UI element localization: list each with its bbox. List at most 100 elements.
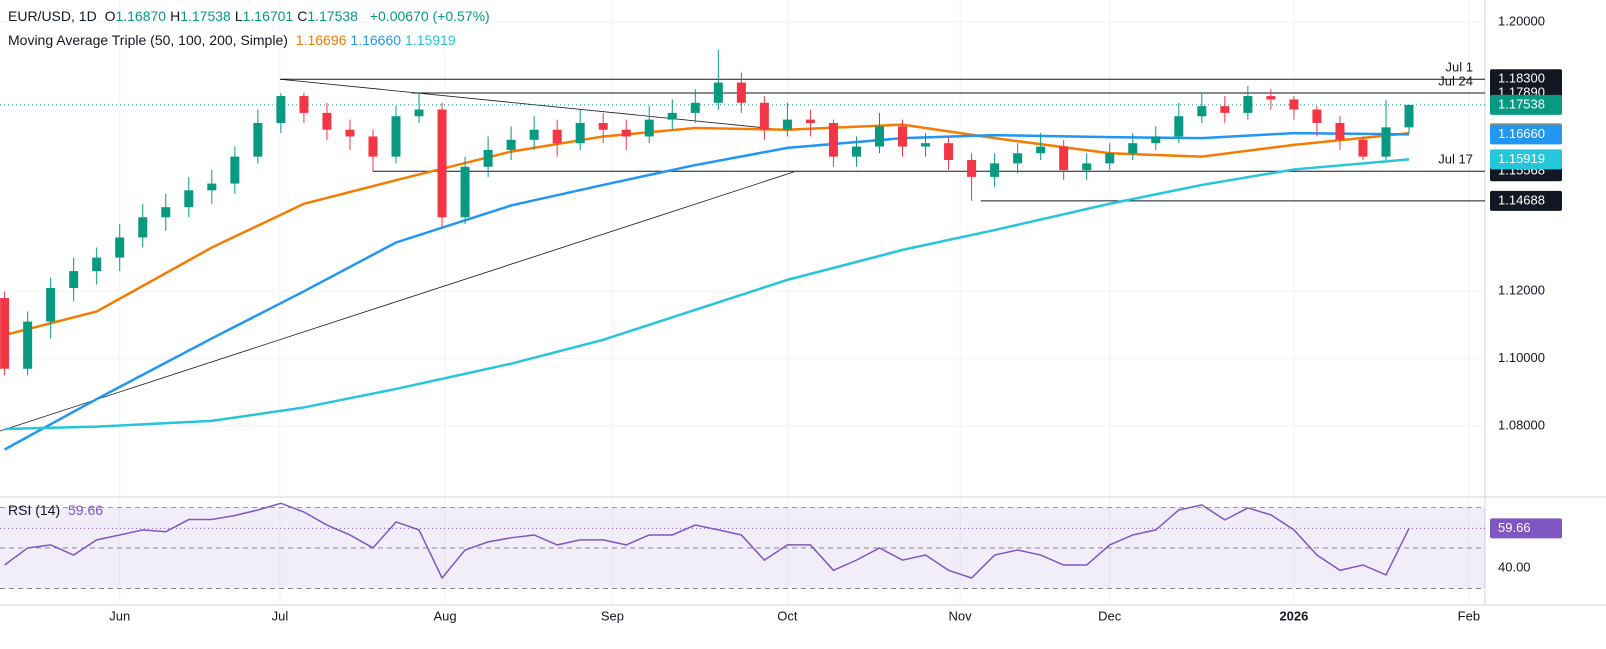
candle-body xyxy=(575,122,585,144)
x-tick-label: Dec xyxy=(1098,608,1122,623)
candle-body xyxy=(391,116,401,157)
rsi-legend: RSI (14) 59.66 xyxy=(8,502,107,518)
candle-body xyxy=(230,156,240,184)
candle-body xyxy=(345,129,355,137)
x-tick-label: Jul xyxy=(272,608,289,623)
level-label-box xyxy=(1490,190,1562,211)
ohlc-value: 1.16701 xyxy=(242,8,294,24)
ma-value: 1.16660 xyxy=(350,32,402,48)
candle-body xyxy=(253,122,263,157)
candle-body xyxy=(898,126,908,147)
candle-body xyxy=(1289,99,1299,110)
ma-label: 1.15919 xyxy=(1498,151,1545,166)
ohlc: O1.16870 H1.17538 L1.16701 C1.17538 xyxy=(105,8,362,24)
x-tick-label: Aug xyxy=(433,608,456,623)
rsi-title: RSI (14) xyxy=(8,502,61,518)
candle-body xyxy=(782,119,792,130)
candle-body xyxy=(1082,163,1092,171)
x-tick-label: Nov xyxy=(949,608,973,623)
candle-body xyxy=(1243,96,1253,113)
candle-body xyxy=(115,237,125,258)
x-tick-label: Feb xyxy=(1458,608,1480,623)
y-tick-label: 1.20000 xyxy=(1498,13,1545,28)
candle-body xyxy=(1128,143,1138,154)
candle-body xyxy=(161,207,171,218)
candle-body xyxy=(368,136,378,157)
candle-body xyxy=(967,160,977,177)
ma-value: 1.16696 xyxy=(295,32,347,48)
candle-body xyxy=(207,183,217,191)
candle-body xyxy=(667,112,677,120)
candle-body xyxy=(299,96,309,113)
y-tick-label: 1.10000 xyxy=(1498,350,1545,365)
candle-body xyxy=(1013,153,1023,164)
candle-body xyxy=(276,96,286,123)
candle-body xyxy=(1381,127,1391,157)
rsi-label: 59.66 xyxy=(1498,520,1531,535)
candle-body xyxy=(92,257,102,272)
candle-body xyxy=(1036,146,1046,154)
ma-title: Moving Average Triple (50, 100, 200, Sim… xyxy=(8,32,288,48)
moving-average xyxy=(4,131,1410,451)
ma-values: 1.16696 1.16660 1.15919 xyxy=(296,32,460,48)
y-tick-label: 1.08000 xyxy=(1498,417,1545,432)
ma-label-box xyxy=(1490,124,1562,145)
candle-body xyxy=(621,129,631,137)
candle-body xyxy=(46,287,56,322)
level-note: Jul 1 xyxy=(1446,60,1473,75)
candle-body xyxy=(0,298,10,369)
x-tick-label: Oct xyxy=(777,608,798,623)
candle-body xyxy=(874,126,884,147)
candle-body xyxy=(506,139,516,150)
ma-legend: Moving Average Triple (50, 100, 200, Sim… xyxy=(8,32,464,48)
candle-body xyxy=(552,129,562,144)
candle-body xyxy=(713,82,723,103)
candle-body xyxy=(644,119,654,137)
header-line: EUR/USD, 1D O1.16870 H1.17538 L1.16701 C1.1… xyxy=(8,8,494,24)
candle-body xyxy=(1059,146,1069,171)
candle-body xyxy=(322,112,332,130)
candle-body xyxy=(990,163,1000,177)
candle-body xyxy=(690,102,700,113)
ohlc-value: 1.17538 xyxy=(307,8,358,24)
candle-body xyxy=(1105,153,1115,164)
trendline xyxy=(0,171,795,432)
candle-body xyxy=(138,217,148,238)
y-tick-label: 1.12000 xyxy=(1498,283,1545,298)
level-note: Jul 17 xyxy=(1438,152,1473,167)
ohlc-value: 1.16870 xyxy=(115,8,167,24)
candle-body xyxy=(1312,109,1322,123)
level-label: 1.14688 xyxy=(1498,192,1545,207)
ohlc-key: O xyxy=(104,8,116,24)
candle-body xyxy=(944,143,954,161)
ma-value: 1.15919 xyxy=(405,32,456,48)
candle-body xyxy=(1197,106,1207,117)
candle-body xyxy=(805,119,815,123)
ohlc-key: L xyxy=(234,8,243,24)
x-tick-label: 2026 xyxy=(1279,608,1308,623)
rsi-label-box xyxy=(1490,518,1562,539)
ma-label: 1.16660 xyxy=(1498,126,1545,141)
candle-body xyxy=(460,166,470,218)
candle-body xyxy=(1266,96,1276,100)
candle-body xyxy=(1220,106,1230,113)
ohlc-key: C xyxy=(297,8,308,24)
candle-body xyxy=(437,109,447,218)
ohlc-key: H xyxy=(170,8,181,24)
candle-body xyxy=(1358,139,1368,157)
change: +0.00670 (+0.57%) xyxy=(369,8,490,24)
ohlc-value: 1.17538 xyxy=(180,8,231,24)
ma-label-box xyxy=(1490,149,1562,170)
price-label-box xyxy=(1490,94,1562,115)
rsi-value: 59.66 xyxy=(68,502,104,518)
moving-average xyxy=(4,158,1410,431)
level-label: 1.18300 xyxy=(1498,71,1545,86)
candle-body xyxy=(184,190,194,208)
candle-body xyxy=(921,143,931,147)
candle-body xyxy=(69,271,79,288)
candle-body xyxy=(851,146,861,157)
candle-body xyxy=(414,109,424,117)
level-note: Jul 24 xyxy=(1438,73,1473,88)
